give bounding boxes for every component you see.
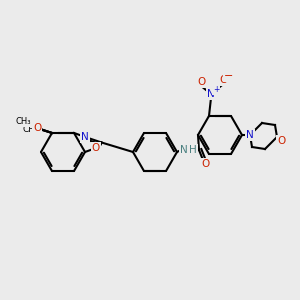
Text: O: O xyxy=(33,123,41,133)
Text: N: N xyxy=(207,89,215,99)
Text: CH₃: CH₃ xyxy=(15,117,31,126)
Text: O: O xyxy=(197,77,205,87)
Text: N: N xyxy=(180,145,188,155)
Text: O: O xyxy=(219,75,227,85)
Text: N: N xyxy=(81,132,89,142)
Text: −: − xyxy=(224,71,234,81)
Text: N: N xyxy=(246,130,254,140)
Text: H: H xyxy=(189,145,197,155)
Text: O: O xyxy=(201,159,209,169)
Text: O: O xyxy=(92,143,100,153)
Text: CH₃: CH₃ xyxy=(22,125,39,134)
Text: O: O xyxy=(277,136,285,146)
Text: +: + xyxy=(213,85,219,94)
Text: O: O xyxy=(26,125,34,135)
